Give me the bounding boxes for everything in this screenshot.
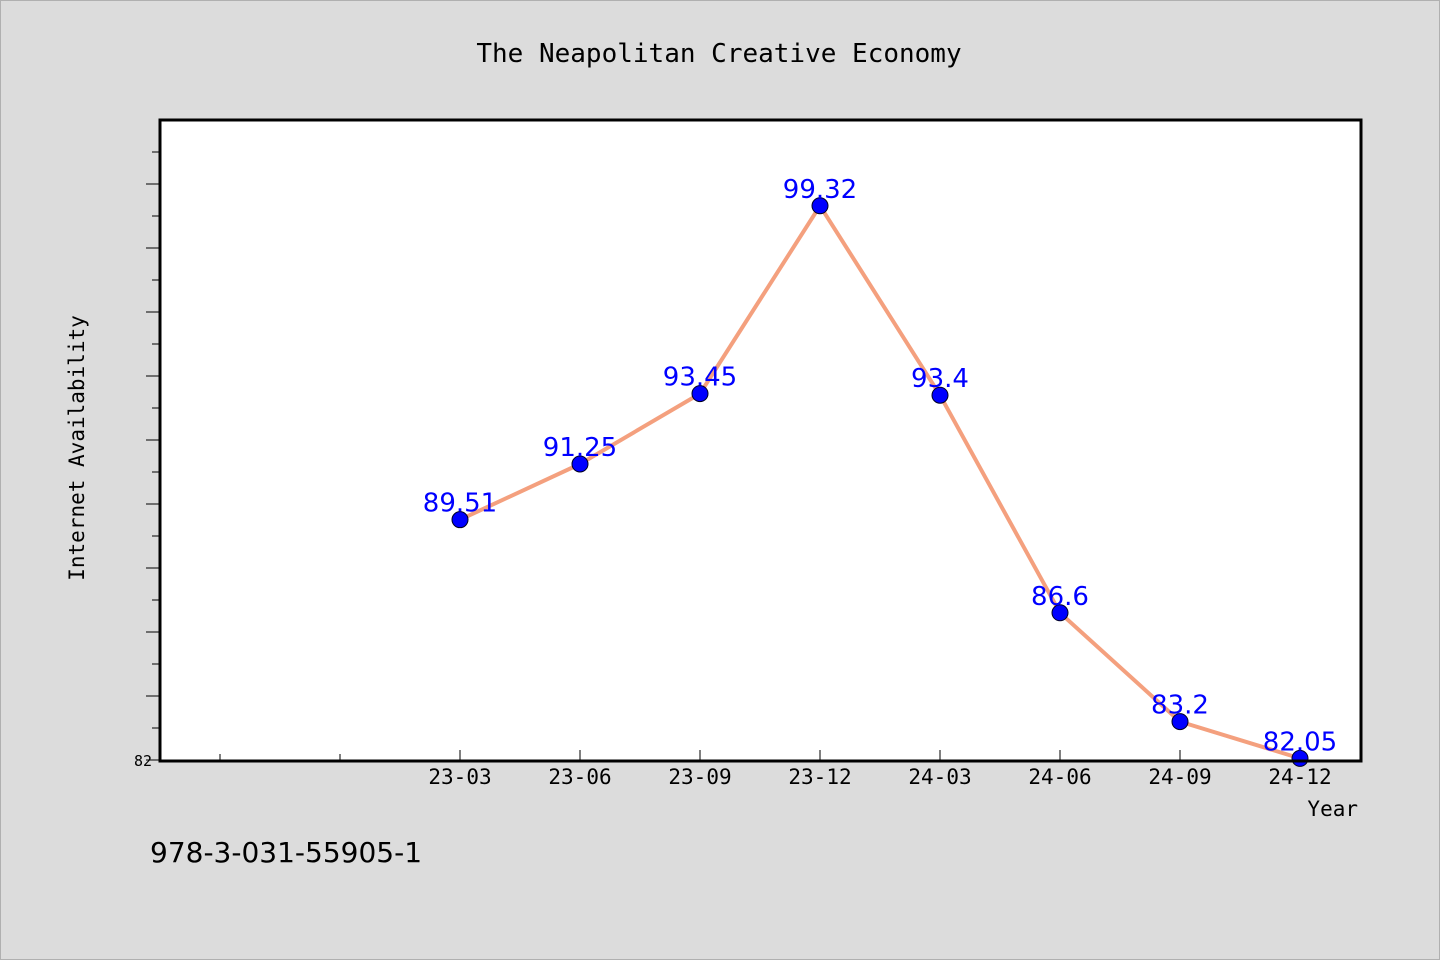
x-tick-label: 23-12 <box>788 765 851 789</box>
data-label: 89.51 <box>423 489 497 519</box>
data-label: 86.6 <box>1031 582 1089 612</box>
data-label: 99.32 <box>783 175 857 205</box>
data-label: 93.45 <box>663 363 737 393</box>
x-tick-label: 23-09 <box>668 765 731 789</box>
data-label: 93.4 <box>911 364 969 394</box>
data-points: 89.51 91.25 93.45 99.32 93.4 86.6 83.2 82.05 <box>423 175 1337 767</box>
x-tick-label: 24-06 <box>1028 765 1091 789</box>
y-axis-label: Internet Availability <box>65 315 89 581</box>
plot-frame <box>158 118 1363 763</box>
x-axis: 23-03 23-06 23-09 23-12 24-03 24-06 24-09 24-12 <box>219 750 1332 789</box>
data-label: 91.25 <box>543 433 617 463</box>
series-line <box>459 203 1301 761</box>
x-tick-label: 23-06 <box>548 765 611 789</box>
data-point <box>1171 713 1189 731</box>
chart-title: The Neapolitan Creative Economy <box>476 39 961 69</box>
x-tick-label: 24-03 <box>908 765 971 789</box>
data-point <box>451 511 469 529</box>
plot-area <box>160 120 1361 761</box>
data-point <box>571 455 589 473</box>
y-tick-label: 82 <box>134 752 152 770</box>
data-point <box>811 197 829 215</box>
data-point <box>1051 604 1069 622</box>
data-point <box>691 385 709 403</box>
x-tick-label: 24-09 <box>1148 765 1211 789</box>
x-tick-label: 23-03 <box>428 765 491 789</box>
data-label: 82.05 <box>1263 727 1337 757</box>
data-label: 83.2 <box>1151 691 1209 721</box>
x-tick-label: 24-12 <box>1268 765 1331 789</box>
y-axis: 82 <box>134 151 160 770</box>
x-axis-label: Year <box>1307 797 1358 821</box>
caption: 978-3-031-55905-1 <box>150 836 422 869</box>
data-point <box>931 386 949 404</box>
